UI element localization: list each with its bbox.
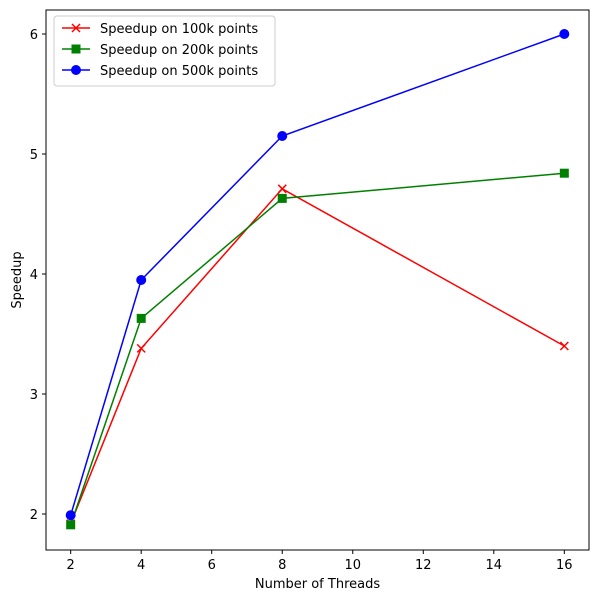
series-group [65,29,570,530]
series-line [69,187,565,524]
x-tick-label: 16 [556,558,573,573]
x-tick-label: 6 [208,558,216,573]
y-tick-label: 3 [30,388,38,403]
legend-entry: Speedup on 500k points [62,64,258,79]
legend-entry: Speedup on 200k points [62,43,258,58]
legend-marker [71,65,81,75]
series-line [69,172,565,526]
legend-box [53,15,276,87]
x-tick-label: 4 [137,558,145,573]
x-tick-label: 2 [67,558,75,573]
data-point [559,341,569,351]
y-tick-label: 5 [30,148,38,163]
data-point [66,520,76,530]
y-axis-label: Speedup [10,251,25,308]
data-point [65,510,76,521]
legend-label: Speedup on 100k points [100,22,258,37]
y-tick-label: 4 [30,268,38,283]
data-point [136,343,146,353]
legend-label: Speedup on 500k points [100,64,258,79]
legend-entry: Speedup on 100k points [62,22,258,37]
data-point [277,193,287,203]
y-tick-label: 6 [30,28,38,43]
legend-marker [71,44,81,54]
x-tick-label: 14 [486,558,503,573]
data-point [277,184,287,194]
series-line [69,33,565,516]
series-3 [65,29,570,521]
data-point [136,275,147,285]
axes: 2 4 6 8 10 12 14 16 2 3 4 5 6 [30,9,590,573]
x-tick-label: 10 [344,558,361,573]
series-2 [66,168,569,530]
plot-frame [45,9,590,551]
legend-label: Speedup on 200k points [100,43,258,58]
data-point [136,313,146,323]
y-tick-label: 2 [30,508,38,523]
x-tick-label: 12 [415,558,432,573]
x-axis-label: Number of Threads [255,577,380,592]
data-point [559,29,570,39]
data-point [559,168,569,178]
x-tick-label: 8 [278,558,286,573]
legend-marker [71,23,81,33]
legend: Speedup on 100k points Speedup on 200k po… [53,15,276,87]
data-point [277,131,288,141]
